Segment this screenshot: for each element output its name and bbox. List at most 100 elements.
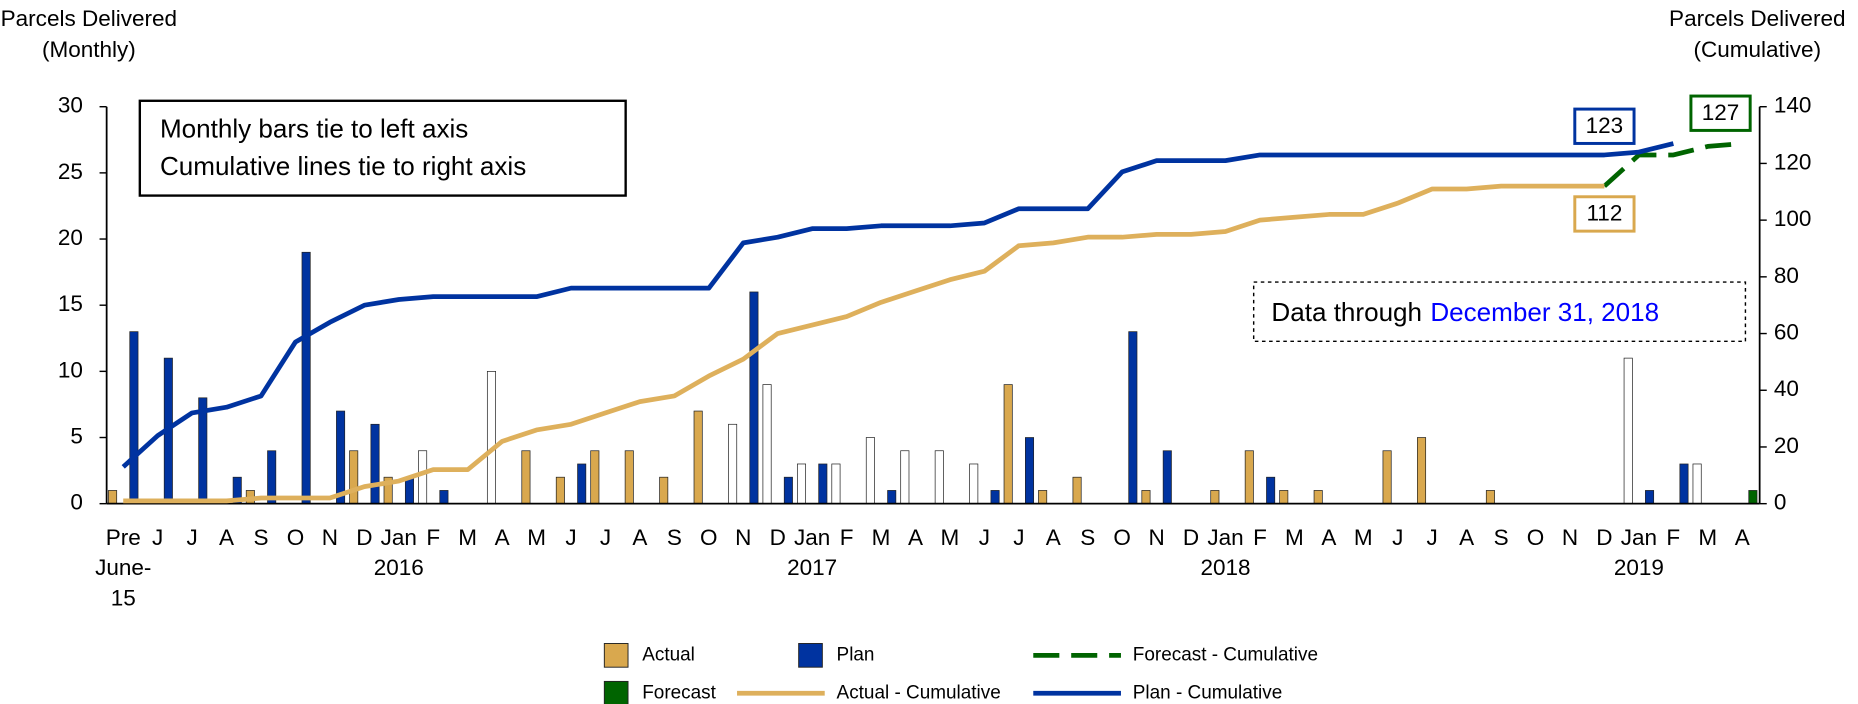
x-tick-label: S bbox=[1494, 525, 1509, 550]
y2-tick-label: 60 bbox=[1774, 320, 1799, 345]
x-sublabel-box: 2017 bbox=[787, 556, 837, 581]
x-tick-label: D bbox=[356, 525, 372, 550]
bar bbox=[555, 476, 565, 505]
x-tick-label: M bbox=[1354, 525, 1373, 550]
bar bbox=[969, 463, 979, 505]
bar bbox=[1382, 450, 1392, 505]
y2-tick-label: 20 bbox=[1774, 433, 1799, 458]
legend-label: Plan - Cumulative bbox=[1133, 682, 1282, 703]
x-tick-label: J bbox=[979, 525, 990, 550]
bar bbox=[1038, 490, 1048, 505]
bar bbox=[439, 490, 449, 505]
x-tick-label: M bbox=[458, 525, 477, 550]
bar bbox=[865, 437, 875, 505]
bar bbox=[1162, 450, 1172, 505]
bar bbox=[577, 463, 587, 505]
y-tick-label: 25 bbox=[58, 159, 83, 184]
bar bbox=[1025, 437, 1035, 505]
bar bbox=[1072, 476, 1082, 505]
bar bbox=[887, 490, 897, 505]
x-tick-label: D bbox=[1183, 525, 1199, 550]
bar bbox=[783, 476, 793, 505]
x-tick-label: Jan bbox=[794, 525, 830, 550]
x-tick-label: O bbox=[1527, 525, 1545, 550]
x-tick-label: J bbox=[565, 525, 576, 550]
legend-label: Plan bbox=[837, 644, 875, 665]
x-tick-label: D bbox=[770, 525, 786, 550]
x-tick-label: M bbox=[527, 525, 546, 550]
legend-swatch bbox=[603, 680, 629, 704]
x-tick-label: D bbox=[1596, 525, 1612, 550]
x-tick-label: Jan bbox=[1621, 525, 1657, 550]
x-tick-label: S bbox=[254, 525, 269, 550]
x-tick-label: O bbox=[287, 525, 305, 550]
bar bbox=[1003, 384, 1013, 505]
annotation-box bbox=[1573, 195, 1636, 233]
bar bbox=[1485, 490, 1495, 505]
x-sublabel-box: 2018 bbox=[1200, 556, 1250, 581]
x-sublabel-box: June- 15 bbox=[95, 556, 151, 612]
y2-axis-title-box: Parcels Delivered (Cumulative) bbox=[1669, 7, 1846, 63]
bar bbox=[1313, 490, 1323, 505]
legend-label: Actual bbox=[642, 644, 695, 665]
x-tick-label: Jan bbox=[1207, 525, 1243, 550]
bar bbox=[1692, 463, 1702, 505]
legend-label: Actual - Cumulative bbox=[837, 682, 1001, 703]
x-tick-label: A bbox=[495, 525, 510, 550]
x-tick-label: M bbox=[1285, 525, 1304, 550]
y-tick-label: 5 bbox=[70, 423, 83, 448]
bar bbox=[990, 490, 1000, 505]
data-through-date: December 31, 2018 bbox=[1430, 297, 1659, 327]
x-tick-label: O bbox=[1113, 525, 1131, 550]
data-through-box bbox=[1252, 281, 1747, 343]
y2-tick-label: 120 bbox=[1774, 149, 1812, 174]
y-tick-label: 0 bbox=[70, 490, 83, 515]
y2-tick-label: 140 bbox=[1774, 93, 1812, 118]
bar bbox=[1623, 357, 1633, 505]
bar bbox=[1748, 490, 1758, 505]
y2-tick-label: 40 bbox=[1774, 376, 1799, 401]
x-tick-label: J bbox=[1392, 525, 1403, 550]
x-tick-label: A bbox=[632, 525, 647, 550]
bar bbox=[1279, 490, 1289, 505]
annotation: 112 bbox=[1586, 200, 1622, 225]
bar bbox=[108, 490, 118, 505]
bar bbox=[1266, 476, 1276, 505]
x-tick-label: A bbox=[908, 525, 923, 550]
bar bbox=[693, 410, 703, 505]
note-line: Monthly bars tie to left axis bbox=[160, 113, 468, 143]
y-tick-label: 30 bbox=[58, 93, 83, 118]
x-tick-label: A bbox=[1321, 525, 1336, 550]
x-tick-label: J bbox=[600, 525, 611, 550]
bar bbox=[1141, 490, 1151, 505]
x-tick-label: J bbox=[187, 525, 198, 550]
x-tick-label: F bbox=[840, 525, 854, 550]
legend-label: Forecast bbox=[642, 682, 716, 703]
bar bbox=[1679, 463, 1689, 505]
y-tick-label: 10 bbox=[58, 357, 83, 382]
x-tick-label: A bbox=[1459, 525, 1474, 550]
bar bbox=[521, 450, 531, 505]
x-tick-label: J bbox=[152, 525, 163, 550]
y2-axis-title: Parcels Delivered (Cumulative) bbox=[1669, 7, 1846, 63]
x-tick-label: J bbox=[1427, 525, 1438, 550]
bar bbox=[418, 450, 428, 505]
bar bbox=[1128, 331, 1138, 505]
bar bbox=[900, 450, 910, 505]
x-tick-label: M bbox=[872, 525, 891, 550]
line bbox=[1602, 141, 1743, 188]
bar bbox=[590, 450, 600, 505]
x-sublabel-box: 2016 bbox=[374, 556, 424, 581]
legend-label: Forecast - Cumulative bbox=[1133, 644, 1318, 665]
x-tick-label: A bbox=[1046, 525, 1061, 550]
y-axis-title-box: Parcels Delivered (Monthly) bbox=[1, 7, 177, 63]
x-tick-label: M bbox=[1698, 525, 1717, 550]
x-tick-label: M bbox=[941, 525, 960, 550]
bar bbox=[624, 450, 634, 505]
x-tick-label: F bbox=[1666, 525, 1680, 550]
legend-swatch bbox=[603, 643, 629, 668]
x-tick-label: O bbox=[700, 525, 718, 550]
y-tick-label: 15 bbox=[58, 291, 83, 316]
bar bbox=[1210, 490, 1220, 505]
